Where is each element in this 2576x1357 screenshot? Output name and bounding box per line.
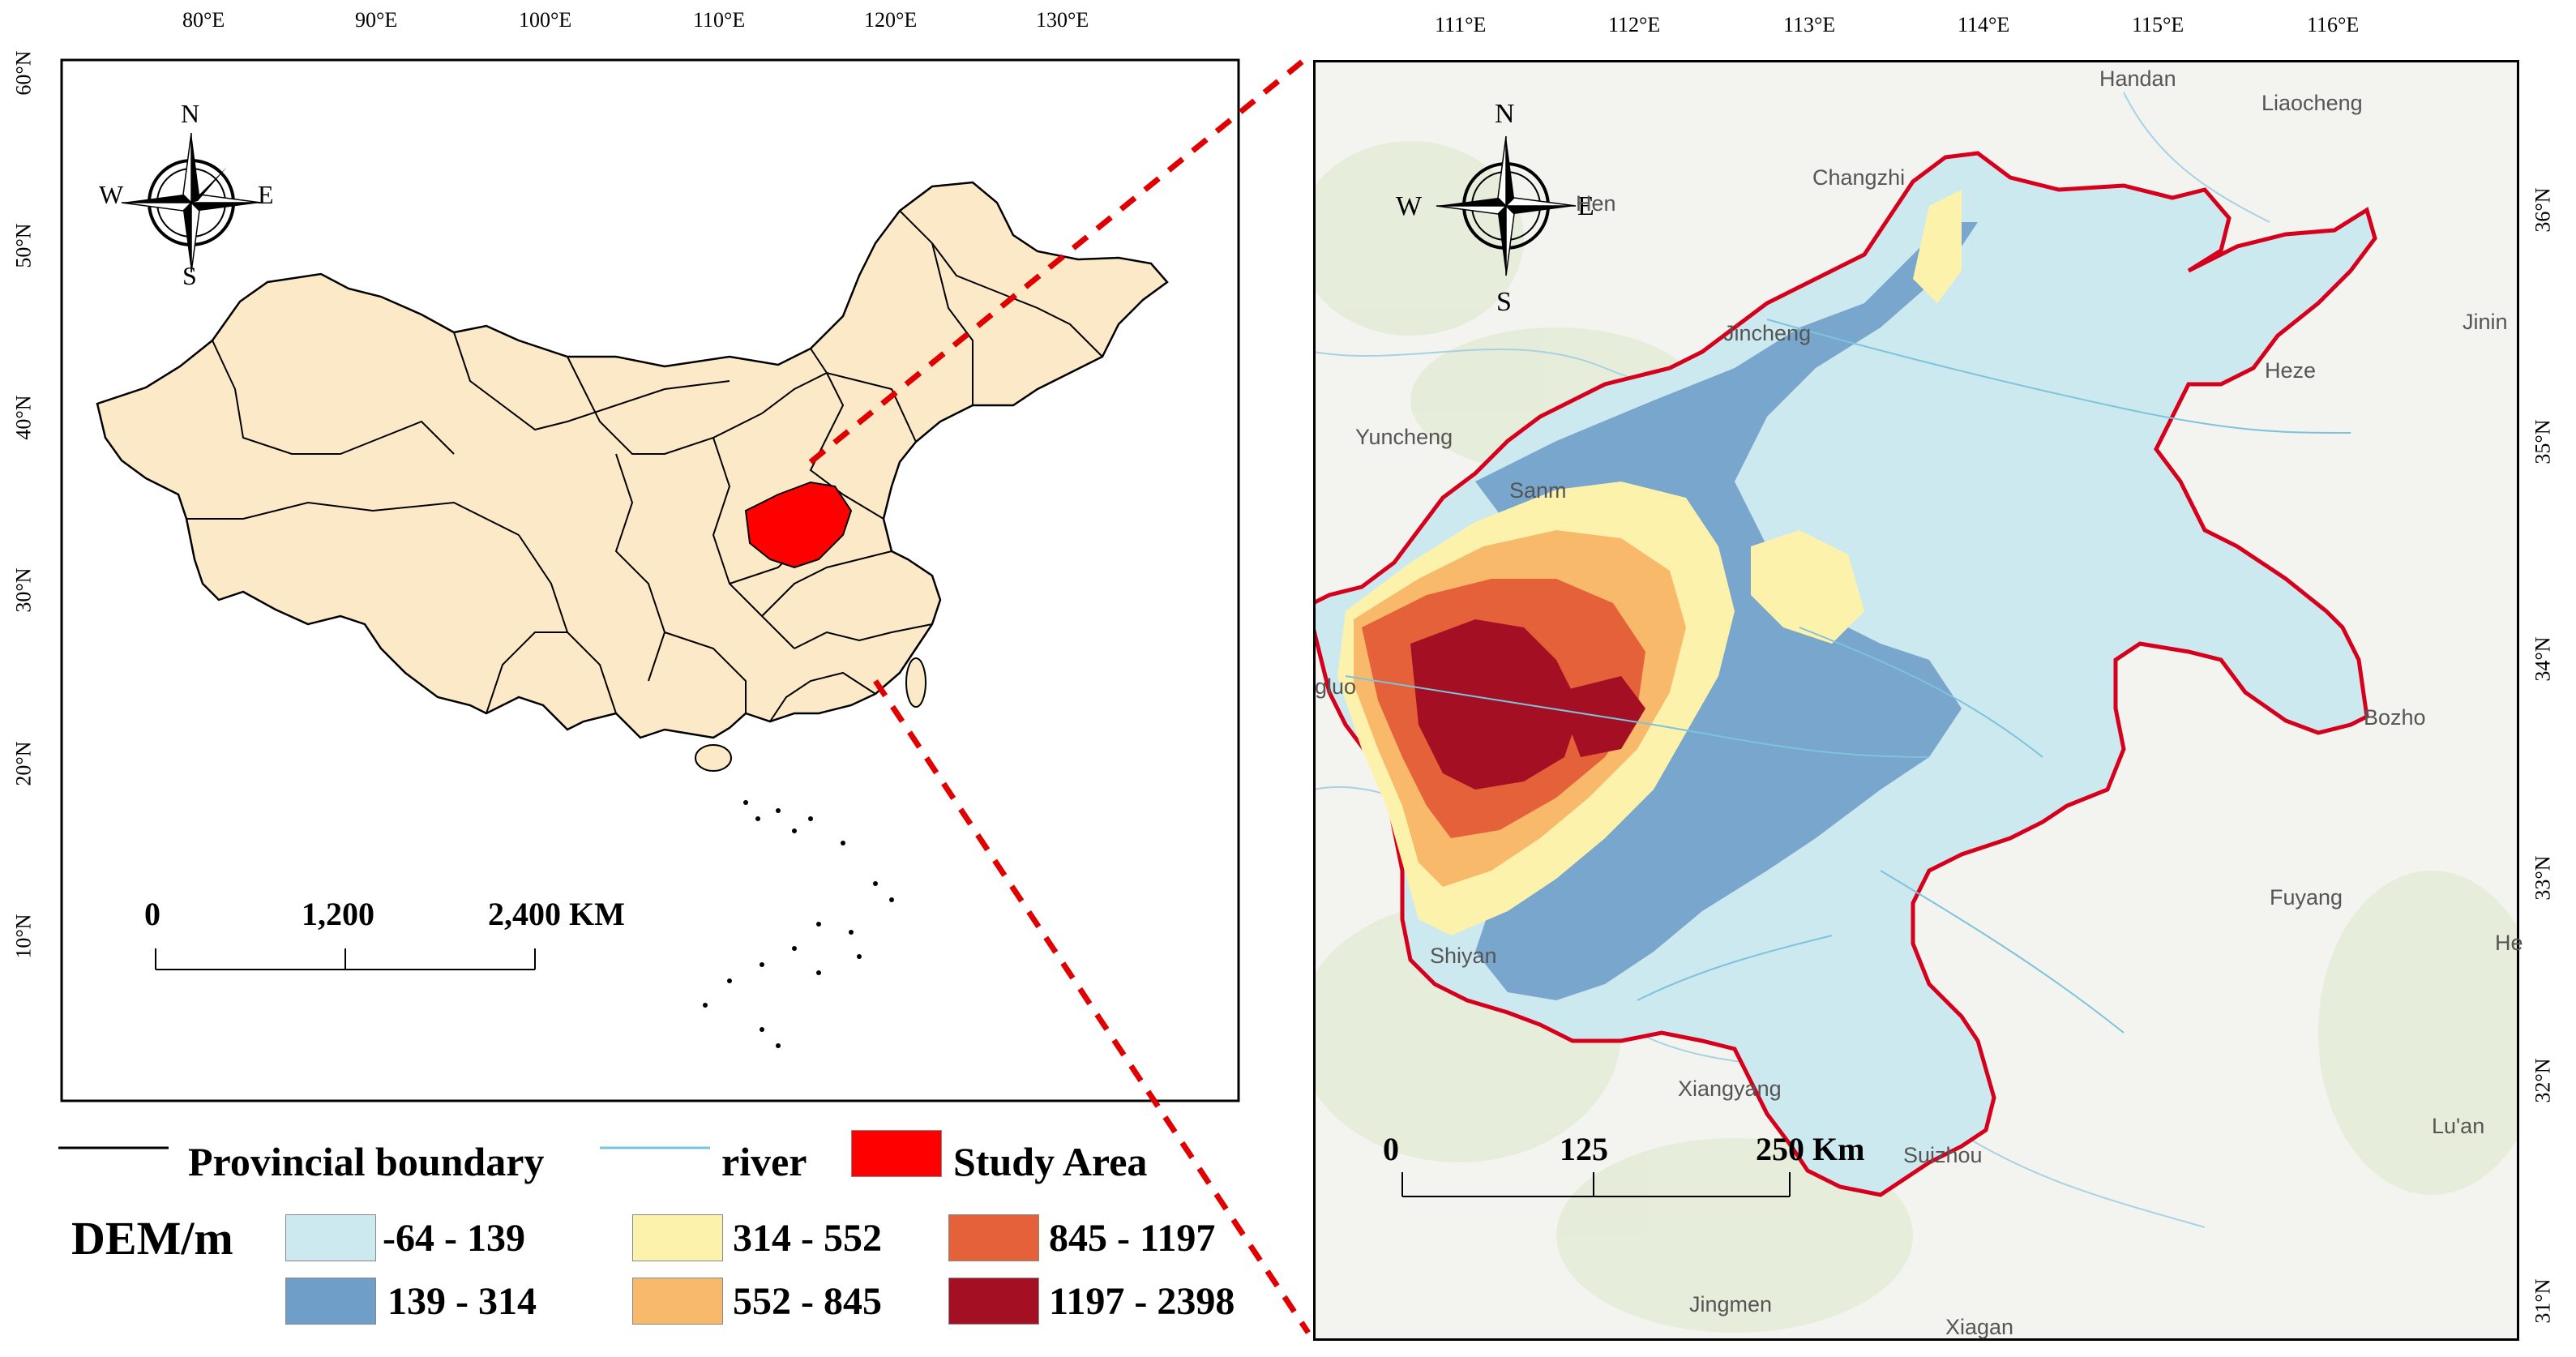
- dem-map: [1313, 60, 2519, 1341]
- lon-tick: 110°E: [693, 8, 746, 32]
- dem-label-1: -64 - 139: [383, 1217, 525, 1260]
- west-label: W: [99, 180, 124, 209]
- dem-label-5: 845 - 1197: [1049, 1217, 1216, 1260]
- study-area-swatch: [851, 1130, 942, 1177]
- city-label: Jingmen: [1689, 1292, 1773, 1316]
- city-label: Heze: [2265, 358, 2317, 383]
- left-north-arrow-icon: [121, 132, 262, 273]
- city-label: Fuyang: [2270, 885, 2343, 910]
- scale-label: 0: [144, 896, 160, 932]
- city-label: Jinin: [2463, 310, 2508, 334]
- dem-label-3: 314 - 552: [733, 1217, 882, 1260]
- city-label: Jincheng: [1723, 321, 1812, 345]
- taiwan-island: [905, 657, 926, 708]
- legend-river: river: [721, 1139, 807, 1184]
- east-label: E: [1577, 191, 1594, 221]
- scale-label: 0: [1383, 1131, 1399, 1167]
- dem-swatch-3: [632, 1214, 723, 1261]
- boundary-line-icon: [58, 1146, 169, 1149]
- lon-tick: 90°E: [355, 8, 398, 32]
- city-label: He: [2495, 931, 2523, 955]
- lon-tick: 112°E: [1608, 13, 1661, 36]
- provincial-boundaries: [186, 210, 1103, 722]
- lon-tick: 100°E: [519, 8, 572, 32]
- lon-tick: 113°E: [1783, 13, 1836, 36]
- city-label: Sanm: [1509, 478, 1567, 503]
- dem-swatch-1: [285, 1214, 376, 1261]
- north-label: N: [181, 99, 200, 128]
- lat-tick: 32°N: [2531, 1058, 2555, 1103]
- city-label: Lu'an: [2432, 1114, 2485, 1138]
- dem-title: DEM/m: [71, 1212, 233, 1265]
- city-label: Xiagan: [1945, 1315, 2014, 1339]
- city-label: Changzhi: [1812, 165, 1906, 190]
- scale-label: 125: [1560, 1131, 1608, 1167]
- dem-label-2: 139 - 314: [387, 1280, 537, 1323]
- scale-label: 2,400 KM: [488, 896, 625, 932]
- lon-tick: 120°E: [864, 8, 918, 32]
- hainan-island: [695, 744, 732, 772]
- dem-swatch-4: [632, 1278, 723, 1325]
- dem-label-6: 1197 - 2398: [1049, 1280, 1235, 1323]
- scale-label: 250 Km: [1756, 1131, 1865, 1167]
- lon-tick: 130°E: [1036, 8, 1089, 32]
- dem-swatch-2: [285, 1278, 376, 1325]
- city-label: Xiangyang: [1678, 1077, 1782, 1101]
- dem-swatch-5: [948, 1214, 1039, 1261]
- city-label: Bozho: [2364, 705, 2426, 730]
- city-label: Hen: [1576, 191, 1616, 216]
- north-label: N: [1495, 99, 1515, 129]
- city-label: Liaocheng: [2261, 91, 2363, 115]
- legend-study-area: Study Area: [953, 1139, 1148, 1184]
- sea-islands: [703, 800, 894, 1048]
- city-label: Suizhou: [1903, 1143, 1983, 1167]
- river-line-icon: [600, 1146, 710, 1149]
- south-label: S: [1496, 287, 1512, 317]
- lat-tick: 35°N: [2531, 419, 2555, 464]
- city-label: Yuncheng: [1355, 425, 1453, 449]
- scale-label: 1,200: [302, 896, 374, 932]
- lat-tick: 33°N: [2531, 855, 2555, 901]
- south-label: S: [182, 261, 197, 290]
- lon-tick: 111°E: [1435, 13, 1487, 36]
- lon-tick: 116°E: [2307, 13, 2360, 36]
- lon-tick: 115°E: [2132, 13, 2184, 36]
- china-outline: [96, 181, 1169, 739]
- left-scale-bar: [155, 948, 536, 970]
- dem-swatch-6: [948, 1278, 1039, 1325]
- dem-label-4: 552 - 845: [733, 1280, 882, 1323]
- china-map: [60, 58, 1240, 1102]
- lon-tick: 114°E: [1958, 13, 2010, 36]
- lat-tick: 31°N: [2531, 1278, 2555, 1324]
- lat-tick: 34°N: [2531, 636, 2555, 682]
- city-label: Shiyan: [1430, 944, 1497, 968]
- city-label: Handan: [2099, 66, 2176, 91]
- west-label: W: [1396, 191, 1423, 221]
- city-label: gluo: [1315, 674, 1357, 699]
- study-area-henan: [744, 481, 853, 569]
- lon-tick: 80°E: [182, 8, 225, 32]
- lat-tick: 36°N: [2531, 187, 2555, 233]
- map-frame: [60, 58, 1240, 1102]
- legend-provincial-boundary: Provincial boundary: [188, 1139, 545, 1184]
- east-label: E: [258, 180, 274, 209]
